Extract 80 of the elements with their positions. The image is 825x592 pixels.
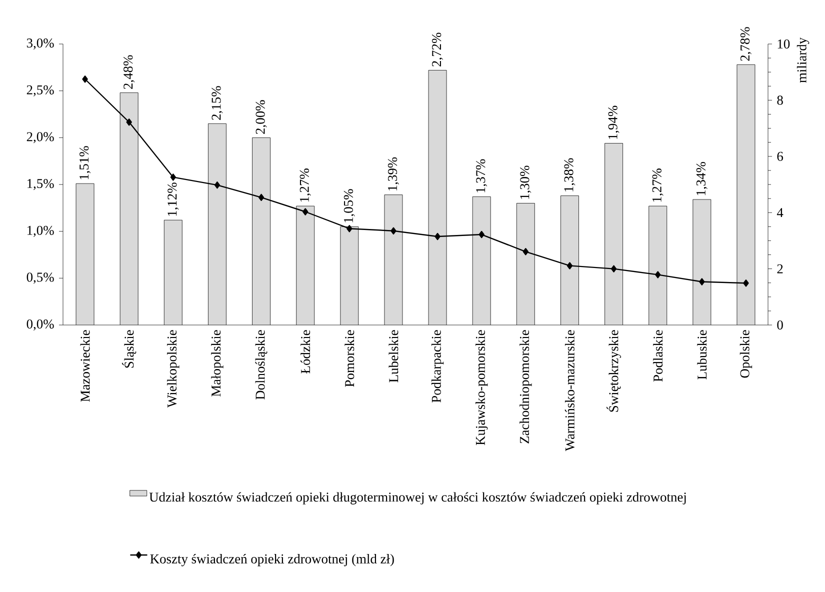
bar (428, 70, 447, 325)
legend-label: Udział kosztów świadczeń opieki długoterminowej w całości kosztów świadczeń opieki zdrowotnej (149, 492, 686, 504)
point (434, 232, 440, 240)
data-label: 1,37% (476, 159, 488, 192)
x-tick-label: Pomorskie (344, 330, 354, 387)
y-tick-label: 3,0% (26, 38, 54, 50)
point (478, 230, 484, 238)
data-label: 2,48% (124, 55, 135, 89)
y2-tick-label: 0 (777, 320, 783, 330)
data-label: 1,27% (300, 168, 311, 202)
x-tick-label: Opolskie (740, 330, 752, 378)
data-label: 1,51% (80, 146, 91, 180)
y2-axis-title: miliardy (796, 37, 810, 83)
point (610, 265, 617, 272)
point (302, 208, 308, 216)
bar (208, 124, 226, 325)
data-label: 1,38% (564, 158, 576, 192)
data-label: 1,39% (388, 157, 399, 190)
data-label: 1,27% (652, 168, 664, 202)
bar (76, 184, 94, 325)
x-tick-label: Małopolskie (211, 330, 224, 397)
y2-tick-label: 8 (777, 96, 783, 105)
point (655, 271, 661, 278)
x-tick-label: Mazowieckie (80, 330, 90, 402)
bar (736, 64, 756, 325)
bar (252, 138, 270, 325)
point (126, 118, 132, 126)
data-label: 1,94% (608, 106, 620, 139)
point (699, 278, 705, 286)
data-label: 2,15% (212, 86, 223, 120)
y-tick-label: 0,5% (26, 272, 54, 284)
bar (692, 199, 711, 325)
point (566, 262, 573, 270)
x-tick-label: Wielkopolskie (167, 330, 180, 408)
data-label: 2,72% (432, 32, 444, 66)
point (170, 174, 176, 181)
x-tick-label: Warmińsko-mazurskie (564, 330, 574, 452)
y-tick-label: 0,0% (26, 319, 54, 330)
y-tick-label: 2,0% (26, 132, 54, 144)
point (214, 181, 220, 189)
point (522, 248, 529, 256)
bar (384, 194, 402, 325)
y2-tick-label: 2 (777, 264, 783, 274)
x-tick-label: Podkarpackie (431, 330, 444, 402)
x-tick-label: Lubelskie (388, 330, 398, 382)
y2-tick-label: 4 (776, 208, 784, 218)
bar (516, 203, 535, 325)
x-tick-label: Kujawsko-pomorskie (476, 330, 488, 446)
y2-tick-label: 6 (777, 152, 784, 161)
bar (560, 196, 579, 325)
data-label: 2,00% (256, 100, 267, 134)
bar (296, 206, 314, 325)
x-tick-label: Zachodniopomorskie (520, 330, 532, 444)
data-label: 1,12% (168, 182, 179, 216)
point (390, 227, 396, 234)
x-tick-label: Dolnośląskie (255, 330, 268, 400)
bar (604, 143, 623, 325)
data-label: 1,34% (696, 162, 708, 196)
bar (648, 206, 667, 325)
bar (472, 196, 491, 325)
bar (340, 226, 358, 325)
x-tick-label: Łódzkie (300, 330, 310, 374)
y-tick-label: 2,5% (26, 85, 54, 96)
x-tick-label: Śląskie (122, 330, 136, 368)
bar (164, 220, 182, 325)
point (346, 225, 352, 232)
point (743, 280, 749, 287)
x-tick-label: Świętokrzyskie (606, 330, 622, 412)
legend-label: Koszty świadczeń opieki zdrowotnej (mld zł) (150, 554, 394, 566)
data-label: 2,78% (740, 27, 752, 61)
bar (120, 92, 138, 325)
data-label: 1,30% (520, 166, 532, 199)
data-label: 1,05% (344, 189, 355, 222)
x-tick-label: Lubuskie (697, 330, 707, 380)
y-tick-label: 1,0% (27, 226, 54, 237)
point (258, 194, 264, 202)
y2-tick-label: 10 (778, 39, 790, 49)
point (82, 76, 88, 83)
y-tick-label: 1,5% (27, 178, 54, 190)
x-tick-label: Podlaskie (653, 330, 663, 382)
